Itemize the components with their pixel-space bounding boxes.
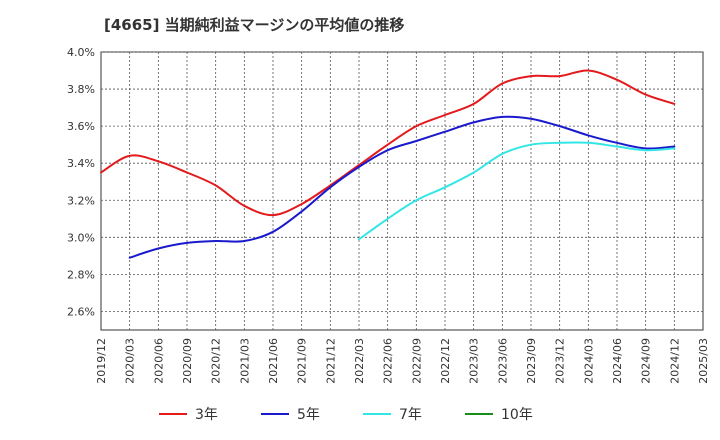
grid-lines [101,51,703,330]
series-lines [100,69,676,259]
x-tick-label: 2019/12 [95,338,108,384]
legend: 3年 5年 7年 10年 [159,407,533,423]
x-tick-label: 2023/03 [468,338,481,384]
y-tick-label: 2.8% [67,268,95,281]
x-tick-label: 2024/09 [640,338,653,384]
plot-frame [100,51,704,331]
legend-label: 3年 [195,407,218,423]
y-tick-label: 3.0% [67,231,95,244]
x-tick-label: 2024/03 [582,338,595,384]
x-tick-label: 2023/12 [554,338,567,384]
x-tick-label: 2022/06 [382,338,395,384]
x-tick-label: 2023/09 [525,338,538,384]
x-tick-label: 2021/03 [238,338,251,384]
x-axis-tick-labels: 2019/12 2020/03 2020/06 2020/09 2020/12 2021/… [95,338,710,384]
legend-label: 7年 [399,407,422,423]
x-tick-label: 2022/12 [439,338,452,384]
x-tick-label: 2020/09 [181,338,194,384]
x-tick-label: 2022/03 [353,338,366,384]
x-tick-label: 2024/12 [668,338,681,384]
legend-item: 5年 [261,407,320,423]
series-line-3年 [100,69,676,217]
y-tick-label: 4.0% [67,46,95,59]
y-tick-label: 3.8% [67,83,95,96]
series-line-7年 [358,141,676,241]
legend-label: 10年 [501,407,533,423]
x-tick-label: 2021/12 [324,338,337,384]
y-tick-label: 3.4% [67,157,95,170]
x-tick-label: 2024/06 [611,338,624,384]
x-tick-label: 2021/09 [296,338,309,384]
y-tick-label: 2.6% [67,305,95,318]
series-line-5年 [128,115,676,259]
x-tick-label: 2020/06 [152,338,165,384]
legend-item: 3年 [159,407,218,423]
y-tick-label: 3.6% [67,120,95,133]
x-tick-label: 2020/12 [210,338,223,384]
y-tick-label: 3.2% [67,194,95,207]
x-tick-label: 2021/06 [267,338,280,384]
legend-item: 10年 [465,407,533,423]
legend-label: 5年 [297,407,320,423]
x-tick-label: 2022/09 [410,338,423,384]
x-tick-label: 2023/06 [496,338,509,384]
chart-title: [4665] 当期純利益マージンの平均値の推移 [104,16,405,34]
x-tick-label: 2020/03 [124,338,137,384]
legend-item: 7年 [363,407,422,423]
x-tick-label: 2025/03 [697,338,710,384]
y-axis-tick-labels: 4.0% 3.8% 3.6% 3.4% 3.2% 3.0% 2.8% 2.6% [67,46,95,318]
